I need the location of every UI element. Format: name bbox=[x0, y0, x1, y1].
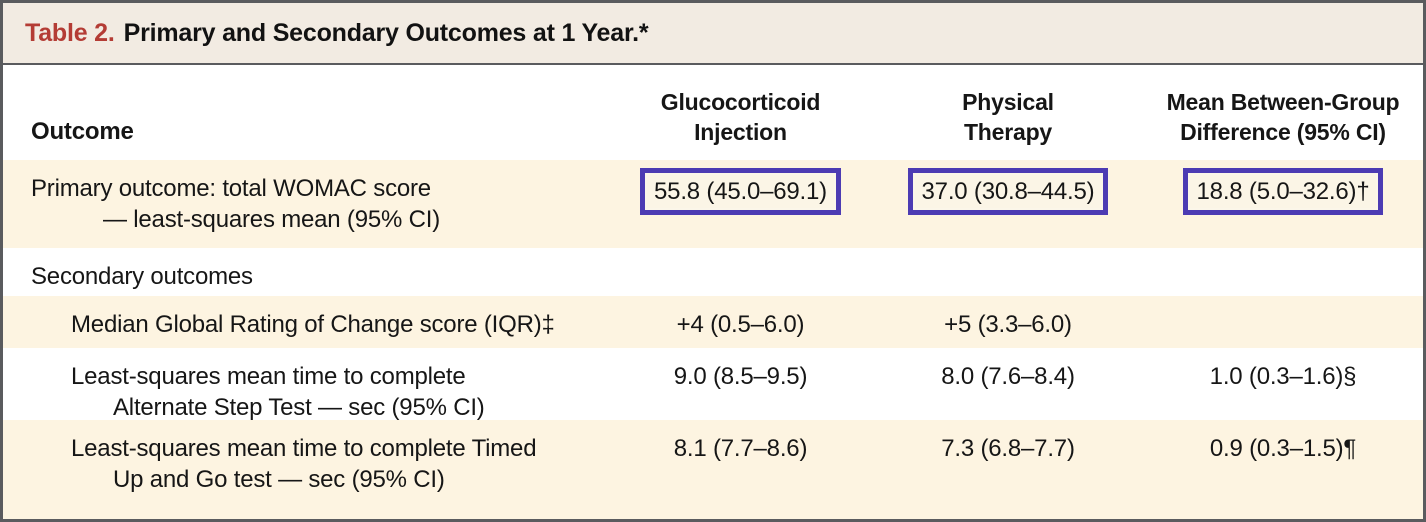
value-text: 55.8 (45.0–69.1) bbox=[654, 178, 827, 205]
column-header-glucocorticoid-injection: Glucocorticoid Injection bbox=[660, 89, 821, 145]
alternate-step-value-glucocorticoid: 9.0 (8.5–9.5) bbox=[673, 363, 808, 390]
timed-up-go-value-glucocorticoid: 8.1 (7.7–8.6) bbox=[608, 420, 873, 519]
primary-value-glucocorticoid: 55.8 (45.0–69.1) bbox=[608, 160, 873, 248]
outcome-label-line1: Primary outcome: total WOMAC score bbox=[31, 175, 431, 202]
row-timed-up-and-go-label: Least-squares mean time to complete Time… bbox=[3, 420, 608, 519]
highlight-box: 37.0 (30.8–44.5) bbox=[907, 168, 1109, 215]
row-global-rating-label: Median Global Rating of Change score (IQ… bbox=[3, 296, 608, 348]
empty-cell bbox=[873, 248, 1143, 296]
row-primary-outcome-label: Primary outcome: total WOMAC score — lea… bbox=[3, 160, 608, 248]
outcome-label-line2: Alternate Step Test — sec (95% CI) bbox=[113, 394, 485, 421]
empty-cell bbox=[608, 248, 873, 296]
column-header-outcome: Outcome bbox=[31, 118, 134, 145]
outcome-label-line2: — least-squares mean (95% CI) bbox=[103, 206, 440, 233]
global-rating-value-difference bbox=[1143, 296, 1423, 348]
value-text: 18.8 (5.0–32.6)† bbox=[1196, 178, 1370, 205]
highlight-box: 55.8 (45.0–69.1) bbox=[640, 168, 841, 215]
outcome-label-line2: Up and Go test — sec (95% CI) bbox=[113, 466, 445, 493]
table-number-label: Table 2. bbox=[25, 18, 115, 47]
global-rating-value-physical-therapy: +5 (3.3–6.0) bbox=[873, 296, 1143, 348]
highlight-box: 18.8 (5.0–32.6)† bbox=[1182, 168, 1384, 215]
table-title: Primary and Secondary Outcomes at 1 Year… bbox=[123, 18, 649, 47]
alternate-step-value-difference: 1.0 (0.3–1.6)§ bbox=[1209, 363, 1357, 390]
column-header-between-group-difference: Mean Between-Group Difference (95% CI) bbox=[1166, 89, 1400, 145]
value-text: 37.0 (30.8–44.5) bbox=[921, 178, 1095, 205]
row-alternate-step-test-label: Least-squares mean time to complete Alte… bbox=[3, 348, 608, 421]
timed-up-go-value-physical-therapy: 7.3 (6.8–7.7) bbox=[873, 420, 1143, 519]
column-header-physical-therapy: Physical Therapy bbox=[962, 89, 1054, 145]
primary-value-physical-therapy: 37.0 (30.8–44.5) bbox=[873, 160, 1143, 248]
timed-up-go-value-difference: 0.9 (0.3–1.5)¶ bbox=[1143, 420, 1423, 519]
empty-cell bbox=[1143, 248, 1423, 296]
primary-value-difference: 18.8 (5.0–32.6)† bbox=[1143, 160, 1423, 248]
table-title-bar: Table 2. Primary and Secondary Outcomes … bbox=[3, 3, 1423, 65]
outcome-label-line1: Least-squares mean time to complete bbox=[71, 363, 466, 390]
alternate-step-value-physical-therapy: 8.0 (7.6–8.4) bbox=[941, 363, 1075, 390]
outcomes-table: Outcome Glucocorticoid Injection Physica… bbox=[3, 65, 1423, 519]
row-secondary-outcomes-header: Secondary outcomes bbox=[31, 263, 253, 290]
global-rating-value-glucocorticoid: +4 (0.5–6.0) bbox=[608, 296, 873, 348]
outcome-label-line1: Least-squares mean time to complete Time… bbox=[71, 435, 537, 462]
